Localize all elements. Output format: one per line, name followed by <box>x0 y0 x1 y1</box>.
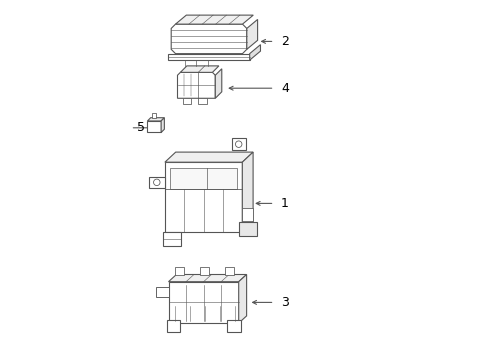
Polygon shape <box>177 72 215 98</box>
Polygon shape <box>163 233 181 246</box>
Polygon shape <box>250 45 261 60</box>
Polygon shape <box>247 19 258 49</box>
Polygon shape <box>242 208 253 221</box>
Polygon shape <box>161 118 164 132</box>
Text: 1: 1 <box>281 197 289 210</box>
Polygon shape <box>152 113 156 118</box>
Polygon shape <box>167 320 180 332</box>
Polygon shape <box>165 162 242 233</box>
Polygon shape <box>147 121 161 132</box>
Text: 3: 3 <box>281 296 289 309</box>
Polygon shape <box>239 274 246 323</box>
Polygon shape <box>175 15 253 24</box>
Text: 2: 2 <box>281 35 289 48</box>
Text: 5: 5 <box>137 121 145 134</box>
Polygon shape <box>148 176 165 188</box>
Polygon shape <box>231 139 246 150</box>
Polygon shape <box>198 98 207 104</box>
Polygon shape <box>215 69 222 98</box>
Text: 4: 4 <box>281 82 289 95</box>
Polygon shape <box>169 274 246 282</box>
Polygon shape <box>227 320 241 332</box>
Polygon shape <box>171 24 247 54</box>
Polygon shape <box>200 266 209 274</box>
Polygon shape <box>156 287 169 297</box>
Polygon shape <box>183 98 191 104</box>
Polygon shape <box>169 282 239 323</box>
Polygon shape <box>175 266 184 274</box>
Polygon shape <box>171 168 237 189</box>
Polygon shape <box>169 54 250 60</box>
Polygon shape <box>147 118 164 121</box>
Polygon shape <box>180 66 219 72</box>
Polygon shape <box>242 152 253 233</box>
Polygon shape <box>165 152 253 162</box>
Polygon shape <box>225 266 234 274</box>
Polygon shape <box>239 222 257 236</box>
